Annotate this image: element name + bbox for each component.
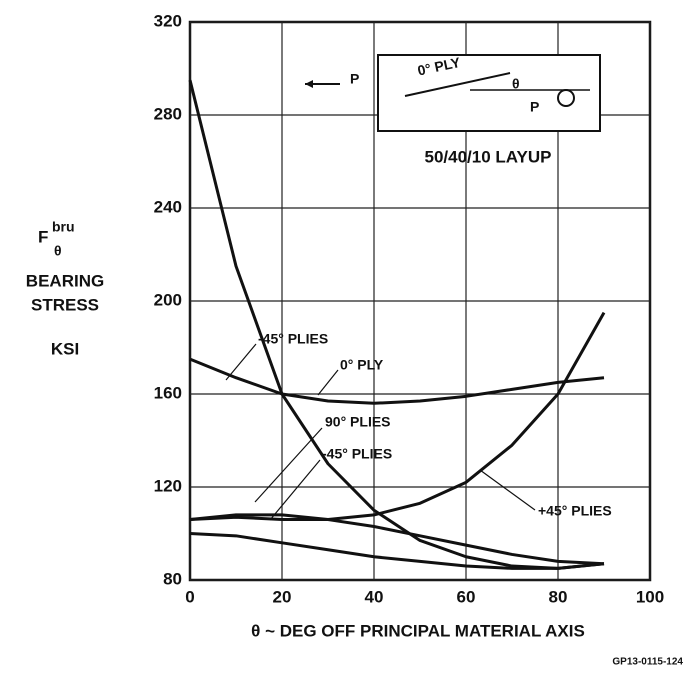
series-line	[189, 532, 605, 570]
series-label: +45° PLIES	[538, 503, 612, 519]
y-tick-label: 120	[154, 476, 182, 495]
x-tick-label: 40	[365, 587, 384, 606]
y-label-sub: θ	[54, 243, 62, 259]
y-tick-label: 240	[154, 197, 182, 216]
x-tick-label: 20	[273, 587, 292, 606]
footer: GP13-0115-124	[612, 657, 683, 668]
leader	[225, 343, 257, 381]
inset-angle: θ	[512, 76, 520, 92]
leader	[317, 369, 339, 396]
series-line	[189, 311, 606, 522]
leader	[269, 459, 321, 521]
x-tick-label: 80	[549, 587, 568, 606]
y-tick-label: 80	[163, 569, 182, 588]
y-label: KSI	[51, 339, 79, 358]
y-tick-label: 320	[154, 11, 182, 30]
x-tick-label: 60	[457, 587, 476, 606]
series-label: 90° PLIES	[325, 414, 391, 430]
inset-box	[377, 54, 601, 132]
inset-load: P	[350, 71, 359, 87]
series-line	[189, 357, 605, 405]
inset-layup: 50/40/10 LAYUP	[425, 147, 552, 166]
series-label: 0° PLY	[340, 357, 384, 373]
series-line	[189, 513, 605, 566]
y-label-sup: bru	[52, 219, 75, 235]
y-tick-label: 160	[154, 383, 182, 402]
leader	[479, 469, 536, 511]
y-label: BEARING	[26, 271, 104, 290]
series-label: -45° PLIES	[258, 331, 328, 347]
y-tick-label: 280	[154, 104, 182, 123]
inset-fiber	[404, 72, 511, 97]
x-tick-label: 100	[636, 587, 664, 606]
series-label: -45° PLIES	[322, 446, 392, 462]
inset-load: P	[530, 99, 539, 115]
inset-arrow-head	[305, 80, 313, 88]
inset-pin	[557, 89, 575, 107]
y-label: STRESS	[31, 295, 99, 314]
y-label-symbol: F	[38, 227, 48, 246]
x-tick-label: 0	[185, 587, 194, 606]
y-tick-label: 200	[154, 290, 182, 309]
x-label: θ ~ DEG OFF PRINCIPAL MATERIAL AXIS	[251, 621, 585, 640]
